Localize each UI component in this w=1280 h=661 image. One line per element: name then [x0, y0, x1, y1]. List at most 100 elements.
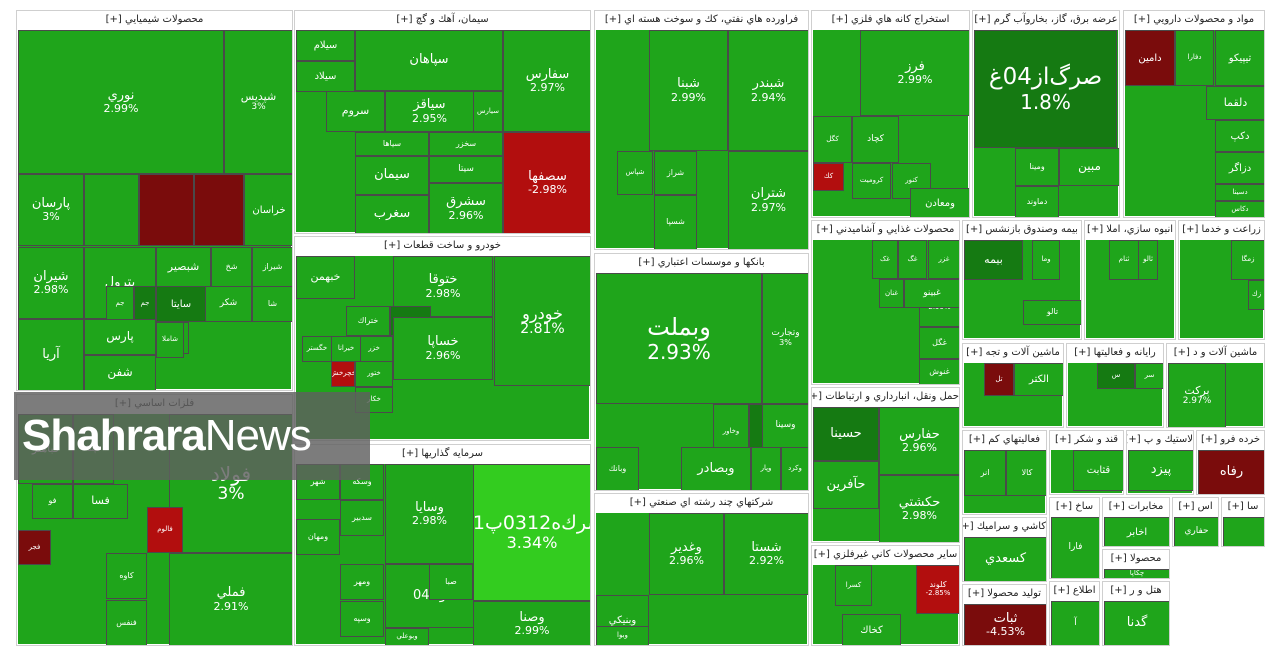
stock-tile[interactable]: سياقز 2.95%: [385, 91, 474, 132]
stock-tile[interactable]: فجر: [18, 530, 51, 565]
stock-tile[interactable]: قثابت: [1073, 450, 1123, 491]
stock-tile[interactable]: كاوه: [106, 553, 147, 599]
sector-header[interactable]: خودرو و ساخت قطعات [+]: [295, 237, 590, 255]
stock-tile[interactable]: تالو: [1023, 300, 1081, 325]
stock-tile[interactable]: ختور: [355, 361, 393, 387]
stock-tile[interactable]: چكاپا: [1104, 569, 1169, 578]
stock-tile[interactable]: خچرخش: [331, 361, 355, 387]
stock-tile[interactable]: وبملت 2.93%: [596, 273, 762, 404]
stock-tile[interactable]: كسعدي: [964, 537, 1046, 581]
sector-header[interactable]: قند و شكر [+]: [1050, 431, 1123, 449]
stock-tile[interactable]: شفن: [84, 355, 156, 390]
stock-tile[interactable]: وبوا: [596, 626, 649, 645]
stock-tile[interactable]: غبينو: [904, 279, 959, 308]
stock-tile[interactable]: سيتا: [429, 156, 503, 183]
stock-tile[interactable]: آ: [1051, 601, 1099, 645]
stock-tile[interactable]: شستا 2.92%: [724, 513, 808, 595]
stock-tile[interactable]: شبنا 2.99%: [649, 30, 728, 151]
stock-tile[interactable]: سصفها -2.98%: [503, 132, 590, 233]
sector-header[interactable]: ماشين آلات و د [+]: [1167, 344, 1264, 362]
stock-tile[interactable]: كچاد: [852, 116, 899, 163]
sector-header[interactable]: ماشين آلات و تجه [+]: [963, 344, 1063, 362]
stock-tile[interactable]: شسپا: [654, 195, 697, 249]
stock-tile[interactable]: زمگا: [1231, 240, 1264, 280]
stock-tile[interactable]: سپاهان: [355, 30, 503, 91]
stock-tile[interactable]: وغدير 2.96%: [649, 513, 724, 595]
stock-tile[interactable]: سغرب: [355, 195, 429, 233]
stock-tile[interactable]: شبصير: [156, 247, 211, 287]
stock-tile[interactable]: خگستر: [302, 336, 332, 362]
stock-tile[interactable]: حسينا: [813, 407, 879, 461]
stock-tile[interactable]: وپار: [751, 447, 781, 490]
sector-header[interactable]: خرده فرو [+]: [1197, 431, 1264, 449]
stock-tile[interactable]: شاملا: [156, 322, 184, 358]
stock-tile[interactable]: مبين: [1059, 148, 1119, 186]
stock-tile[interactable]: خبهمن: [296, 256, 355, 299]
stock-tile[interactable]: وسپه: [340, 601, 384, 637]
stock-tile[interactable]: شراز: [654, 151, 697, 195]
stock-tile[interactable]: س: [1097, 363, 1135, 389]
sector-header[interactable]: اس [+]: [1173, 498, 1218, 516]
sector-header[interactable]: زراعت و خدما [+]: [1179, 221, 1264, 239]
stock-tile[interactable]: خساپا 2.96%: [393, 317, 493, 380]
stock-tile[interactable]: فارا: [1051, 517, 1099, 578]
stock-tile[interactable]: سيلام: [296, 30, 355, 61]
stock-tile[interactable]: بركت 2.97%: [1168, 363, 1226, 427]
stock-tile[interactable]: آريا: [18, 319, 84, 390]
stock-tile[interactable]: وما: [1032, 240, 1060, 280]
sector-header[interactable]: بانكها و موسسات اعتباري [+]: [595, 254, 808, 272]
sector-header[interactable]: مخابرات [+]: [1103, 498, 1169, 516]
stock-tile[interactable]: وبوعلي: [385, 628, 429, 645]
stock-tile[interactable]: كخاك: [842, 614, 901, 645]
stock-tile[interactable]: نوري 2.99%: [18, 30, 224, 174]
stock-tile[interactable]: كلوند -2.85%: [916, 565, 959, 614]
sector-header[interactable]: شركتهاي چند رشته اي صنعتي [+]: [595, 494, 808, 512]
stock-tile[interactable]: صرگ‌از04غ 1.8%: [974, 30, 1117, 148]
stock-tile[interactable]: حفارس 2.96%: [879, 407, 959, 475]
stock-tile[interactable]: دسينا: [1215, 184, 1264, 201]
stock-tile[interactable]: كسرا: [835, 565, 872, 606]
stock-tile[interactable]: غزر: [928, 240, 959, 279]
sector-header[interactable]: محصولا [+]: [1103, 550, 1169, 568]
stock-tile[interactable]: غگ: [898, 240, 927, 279]
sector-header[interactable]: فعاليتهاي كم [+]: [963, 431, 1046, 449]
stock-tile[interactable]: شيران 2.98%: [18, 247, 84, 319]
stock-tile[interactable]: دلقما: [1206, 86, 1264, 120]
stock-tile[interactable]: خيرانا: [331, 336, 361, 362]
stock-tile[interactable]: غک: [872, 240, 898, 279]
stock-tile[interactable]: سيلاد: [296, 61, 355, 92]
stock-tile[interactable]: دماوند: [1015, 186, 1059, 217]
stock-tile[interactable]: وصنا 2.99%: [473, 601, 590, 645]
sector-header[interactable]: سيمان، آهك و گچ [+]: [295, 11, 590, 29]
stock-tile[interactable]: سشرق 2.96%: [429, 183, 503, 233]
stock-tile[interactable]: وتجارت 3%: [762, 273, 808, 404]
stock-tile[interactable]: ومعادن: [910, 188, 969, 217]
stock-tile[interactable]: سروم: [326, 91, 385, 132]
stock-tile[interactable]: وسينا: [762, 404, 808, 448]
stock-tile[interactable]: ومهر: [340, 564, 384, 600]
stock-tile[interactable]: سخزر: [429, 132, 503, 156]
stock-tile[interactable]: ثنام: [1109, 240, 1139, 280]
sector-header[interactable]: محصولات شيميايي [+]: [17, 11, 292, 29]
stock-tile[interactable]: فنفس: [106, 600, 147, 645]
stock-tile[interactable]: غگل: [919, 327, 959, 359]
stock-tile[interactable]: حفاري: [1174, 517, 1218, 546]
stock-tile[interactable]: بيمه: [964, 240, 1023, 280]
stock-tile[interactable]: دكپ: [1215, 120, 1264, 152]
stock-tile[interactable]: شبندر 2.94%: [728, 30, 808, 151]
stock-tile[interactable]: حكشتي 2.98%: [879, 475, 959, 542]
stock-tile[interactable]: غنان: [879, 279, 904, 308]
stock-tile[interactable]: كگل: [813, 116, 852, 163]
stock-tile[interactable]: كروميت: [852, 163, 891, 199]
stock-tile[interactable]: جم: [134, 286, 156, 322]
stock-tile[interactable]: فرز 2.99%: [860, 30, 969, 116]
stock-tile[interactable]: [84, 174, 139, 246]
sector-header[interactable]: هتل و ر [+]: [1103, 582, 1169, 600]
sector-header[interactable]: لاستيك و پ [+]: [1127, 431, 1193, 449]
stock-tile[interactable]: پارس: [84, 319, 156, 355]
stock-tile[interactable]: فسا: [73, 484, 128, 519]
stock-tile[interactable]: شخ: [211, 247, 252, 287]
sector-header[interactable]: توليد محصولا [+]: [963, 585, 1046, 603]
stock-tile[interactable]: شپاس: [617, 151, 653, 195]
stock-tile[interactable]: شكر: [205, 286, 252, 322]
